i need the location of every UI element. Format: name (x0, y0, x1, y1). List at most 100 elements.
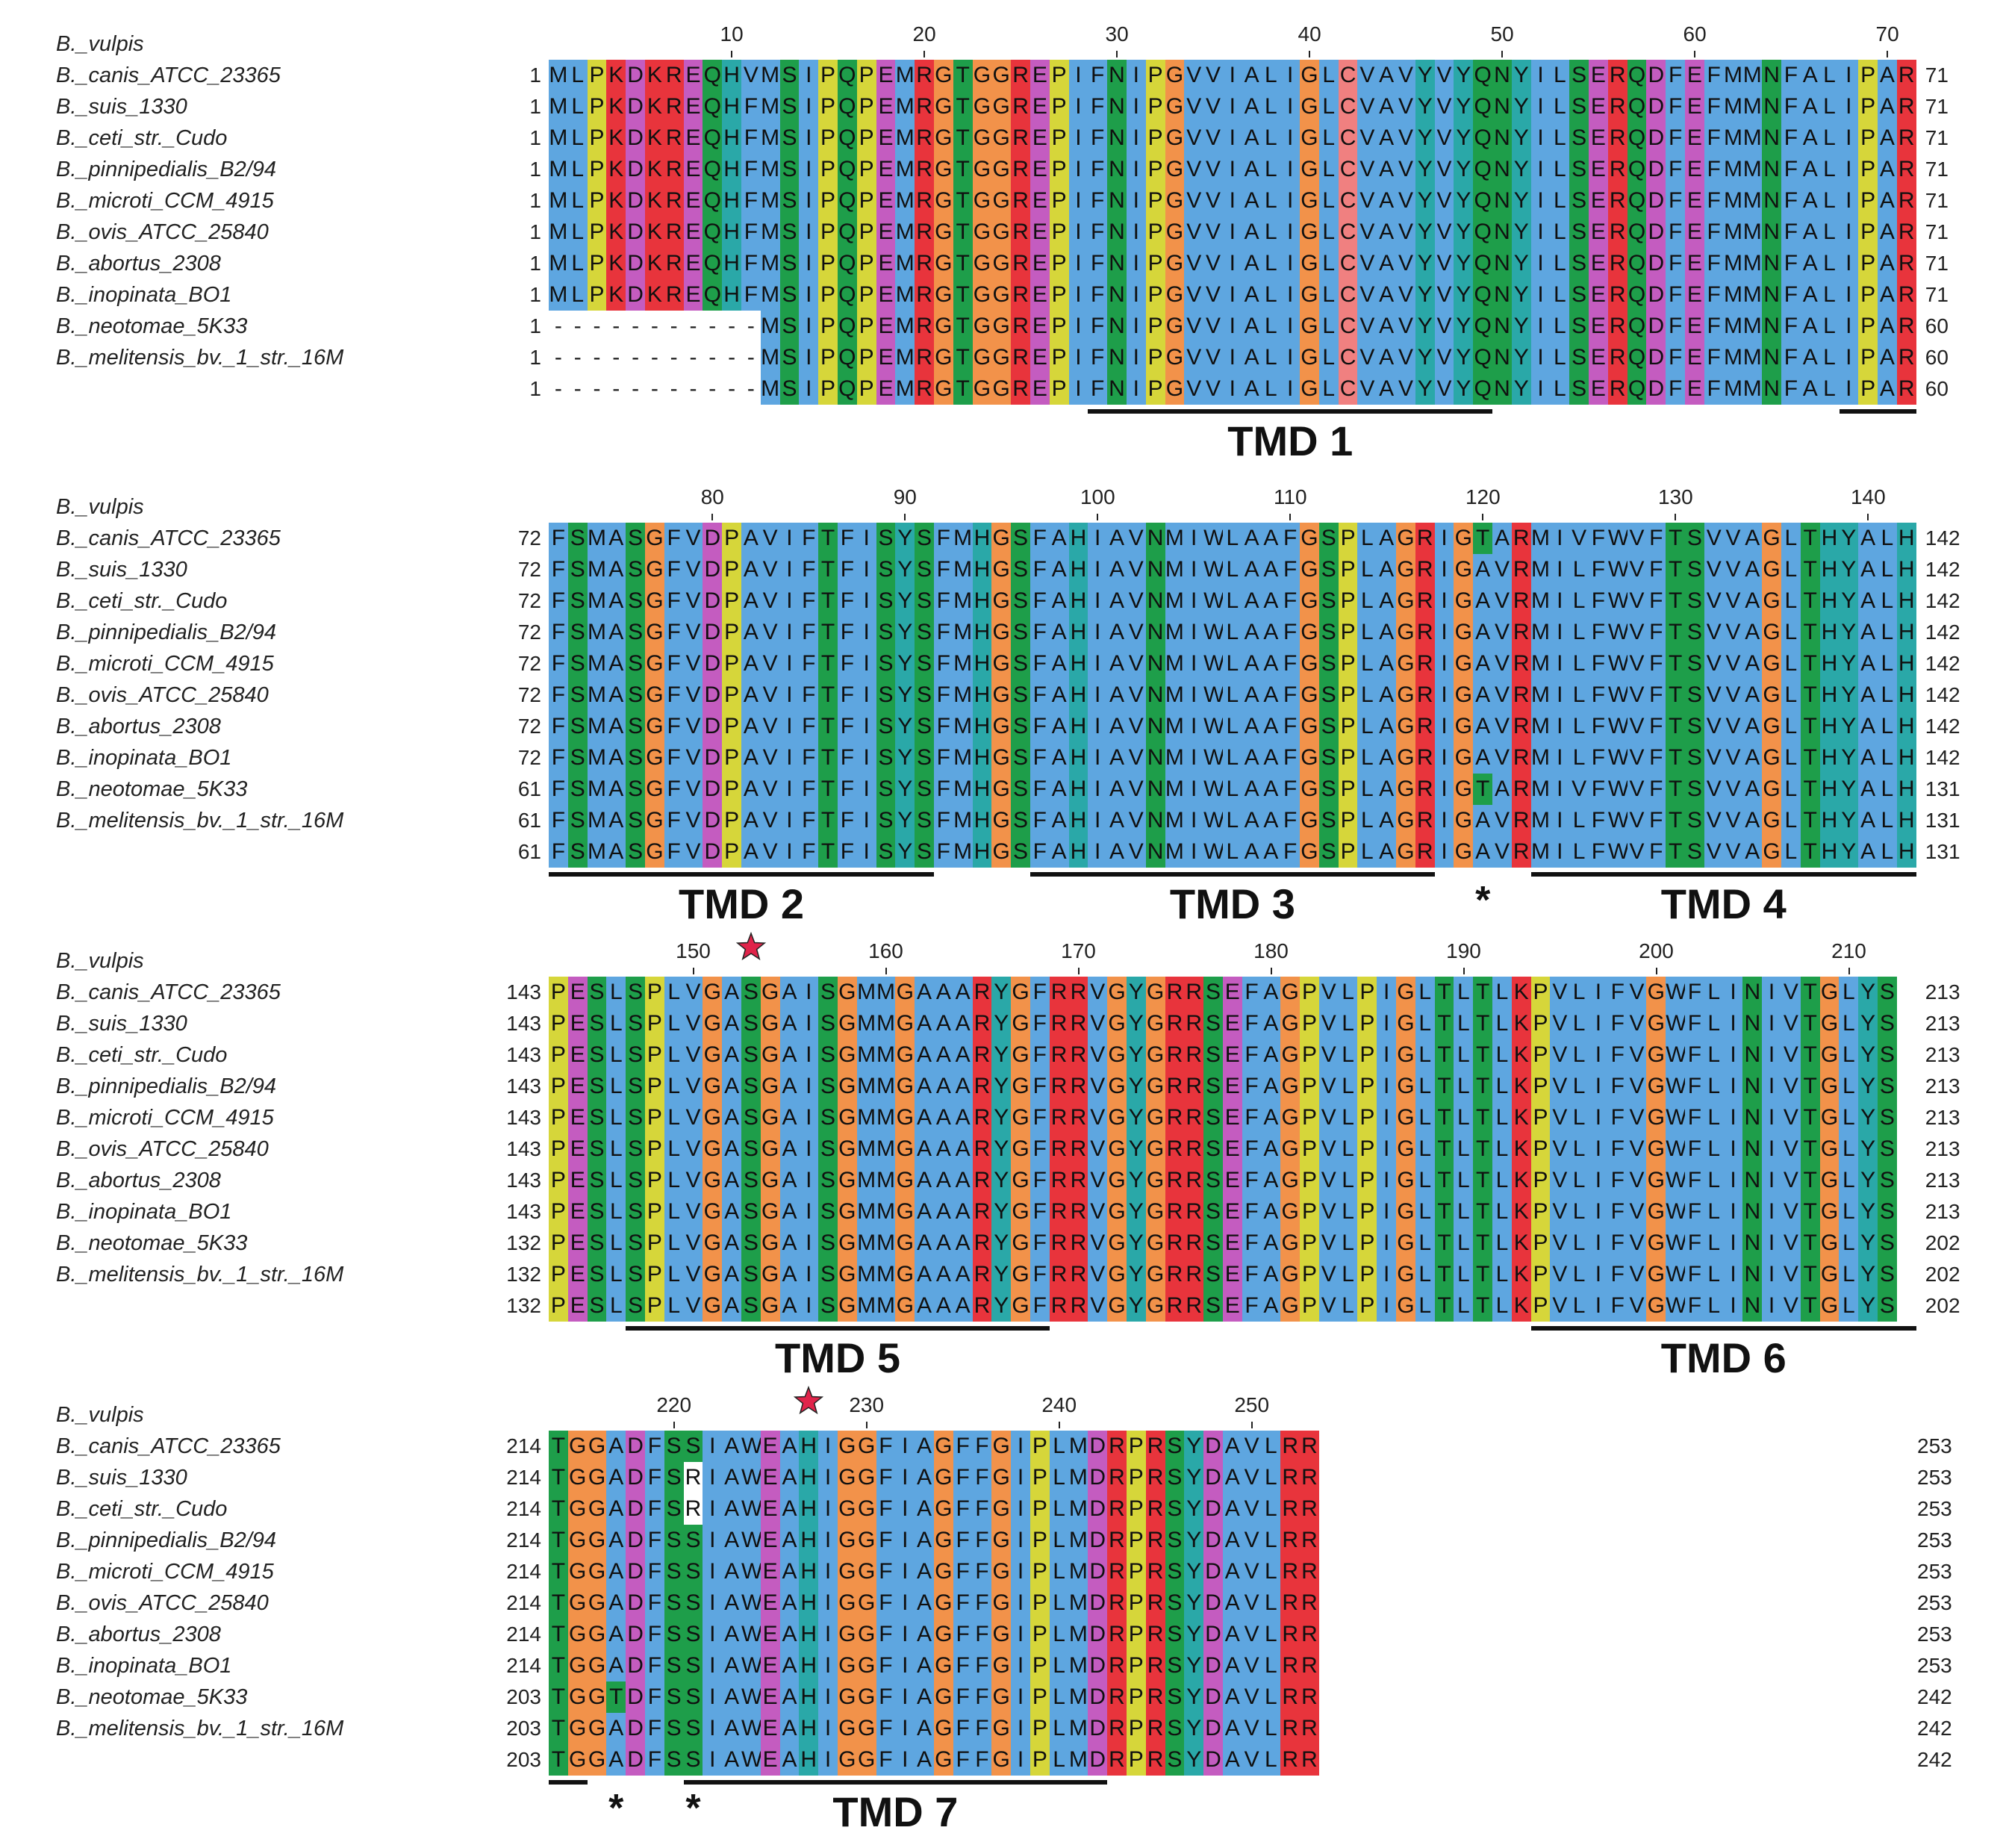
residue: I (1550, 648, 1570, 679)
start-position: 214 (506, 1654, 541, 1677)
residue: I (1839, 311, 1859, 342)
residue: G (567, 1587, 588, 1619)
residue: R (664, 248, 684, 279)
residue: T (1800, 1071, 1820, 1102)
residue: V (1088, 1228, 1108, 1259)
residue: Q (837, 311, 857, 342)
ruler-number: 190 (1446, 939, 1481, 962)
residue: A (915, 1039, 934, 1071)
residue: F (1685, 1165, 1704, 1196)
residue: V (1396, 342, 1415, 373)
residue: I (895, 1431, 915, 1462)
residue: R (1049, 1259, 1069, 1290)
residue: Y (991, 1071, 1012, 1102)
residue: - (708, 376, 717, 401)
residue: F (1666, 122, 1686, 154)
end-position: 253 (1917, 1560, 1952, 1583)
residue: V (683, 1133, 703, 1165)
residue: F (1666, 373, 1686, 405)
residue: S (1569, 185, 1589, 217)
residue: S (683, 1587, 703, 1619)
residue: N (1742, 1290, 1763, 1322)
residue: V (760, 711, 780, 742)
residue: V (1126, 648, 1146, 679)
residue: M (587, 742, 607, 774)
species-name: B._vulpis (56, 1403, 144, 1427)
residue: V (1242, 1556, 1262, 1587)
residue: F (1242, 1071, 1262, 1102)
residue: D (626, 60, 645, 91)
residue: I (1126, 122, 1146, 154)
residue: R (1011, 91, 1030, 122)
residue: G (1819, 1259, 1840, 1290)
residue: S (664, 1493, 684, 1525)
ruler-tick (1270, 968, 1272, 974)
residue: A (915, 1525, 934, 1556)
residue: I (1011, 1713, 1030, 1744)
residue: A (933, 1133, 953, 1165)
residue: G (644, 523, 664, 554)
residue: V (1550, 1102, 1570, 1133)
residue: G (587, 1431, 607, 1462)
residue: M (587, 585, 607, 617)
end-position: 242 (1917, 1748, 1952, 1771)
residue: R (1896, 342, 1916, 373)
residue: A (1800, 311, 1820, 342)
residue: P (1145, 154, 1165, 185)
residue: D (1088, 1493, 1108, 1525)
end-position: 213 (1925, 1137, 1960, 1160)
residue: E (567, 1196, 588, 1228)
residue: L (1338, 1259, 1358, 1290)
residue: S (626, 679, 645, 711)
residue: M (1742, 342, 1763, 373)
residue: L (1877, 523, 1897, 554)
residue: I (1839, 342, 1859, 373)
residue: F (1685, 1196, 1704, 1228)
residue: T (1434, 1039, 1454, 1071)
residue: A (1742, 585, 1763, 617)
residue: I (1184, 648, 1204, 679)
residue: A (779, 1650, 800, 1681)
residue: S (567, 774, 588, 805)
residue: Y (1858, 1228, 1878, 1259)
residue: I (1280, 248, 1301, 279)
residue: S (779, 185, 800, 217)
residue: T (953, 154, 973, 185)
residue: I (1088, 679, 1108, 711)
residue: G (1145, 1196, 1165, 1228)
residue: P (644, 1165, 664, 1196)
ruler-tick (1867, 514, 1869, 520)
residue: V (1627, 1196, 1647, 1228)
residue: Q (703, 60, 723, 91)
residue: K (1511, 1196, 1531, 1228)
residue: M (1530, 679, 1551, 711)
residue: F (549, 648, 568, 679)
residue: L (1338, 1196, 1358, 1228)
residue: S (1165, 1493, 1185, 1525)
residue: S (626, 977, 645, 1008)
residue: M (876, 1071, 896, 1102)
residue: F (1030, 1133, 1050, 1165)
residue: Y (1126, 1196, 1146, 1228)
residue: R (1184, 1259, 1204, 1290)
residue: E (1685, 311, 1704, 342)
residue: Y (1858, 1039, 1878, 1071)
residue: A (1261, 1228, 1281, 1259)
residue: L (1569, 1259, 1589, 1290)
residue: V (1088, 1165, 1108, 1196)
start-position: 143 (506, 1106, 541, 1129)
residue: G (837, 1650, 857, 1681)
residue: G (991, 279, 1012, 311)
residue: F (953, 1462, 973, 1493)
residue: G (1762, 554, 1781, 585)
residue: P (722, 523, 741, 554)
residue: L (567, 279, 588, 311)
residue: H (1819, 648, 1840, 679)
residue: G (644, 648, 664, 679)
residue: S (1011, 742, 1030, 774)
residue: Q (1627, 311, 1647, 342)
residue: E (1030, 91, 1050, 122)
